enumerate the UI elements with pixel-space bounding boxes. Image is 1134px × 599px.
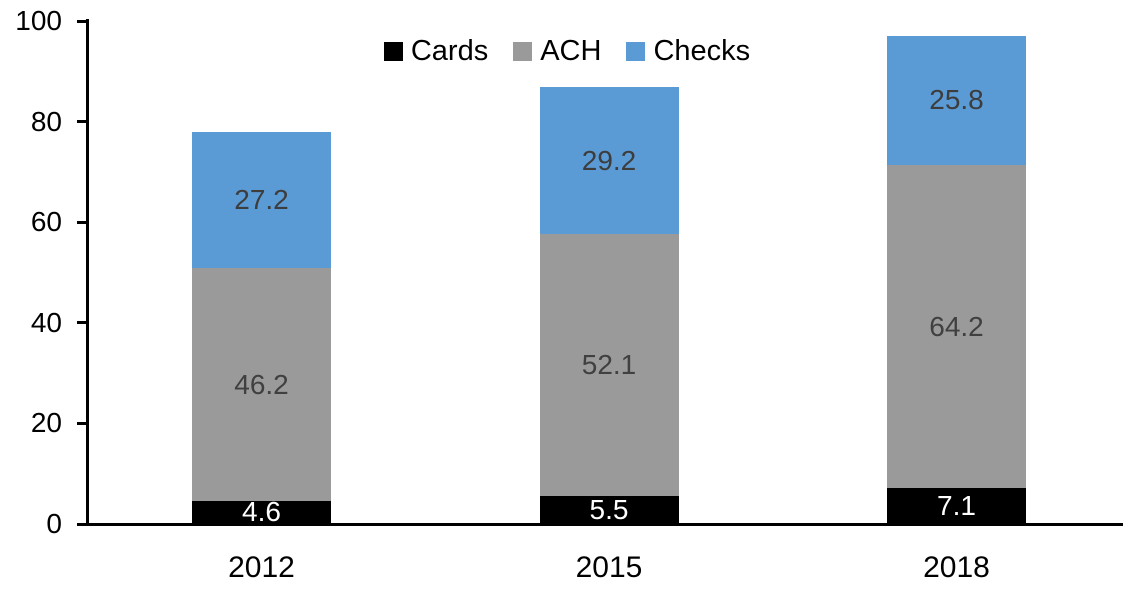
x-axis-label-2015: 2015 [575,551,643,584]
y-axis-line [86,19,89,526]
y-axis-tick-mark [77,421,89,425]
y-axis-tick-mark [77,522,89,526]
segment-value-label: 52.1 [581,349,637,381]
bar-segment-checks-2015: 29.2 [539,87,679,235]
y-axis-tick-mark [77,220,89,224]
x-axis-label-2012: 2012 [228,551,295,584]
y-axis-tick-mark [77,321,89,325]
legend-item-cards: Cards [383,35,489,67]
x-axis-label-2018: 2018 [923,551,990,584]
bar-segment-ach-2012: 46.2 [192,268,331,501]
segment-value-label: 29.2 [581,144,637,176]
cards-legend-swatch-icon [383,42,403,61]
legend-label-ach: ACH [540,35,602,67]
x-axis-line [86,522,1123,526]
legend-label-cards: Cards [410,35,489,67]
bar-segment-checks-2012: 27.2 [192,131,331,269]
segment-value-label: 46.2 [234,368,289,400]
y-axis-tick-label: 0 [46,508,62,539]
legend-label-checks: Checks [653,35,751,67]
segment-value-label: 64.2 [929,310,984,342]
bar-segment-ach-2018: 64.2 [887,165,1026,489]
legend-item-checks: Checks [626,37,750,66]
segment-value-label: 4.6 [242,496,281,528]
bar-segment-cards-2012: 4.6 [192,496,331,528]
y-axis-tick-label: 80 [30,105,62,137]
bar-segment-ach-2015: 52.1 [539,234,679,497]
y-axis-tick-label: 100 [15,5,62,36]
segment-value-label: 5.5 [589,494,629,526]
segment-value-label: 7.1 [937,490,976,522]
y-axis-tick-label: 20 [30,407,62,439]
y-axis-tick-mark [77,120,89,124]
bar-segment-cards-2018: 7.1 [887,488,1026,524]
y-axis-tick-label: 60 [30,206,62,238]
y-axis-tick-label: 40 [30,306,62,338]
bar-segment-cards-2015: 5.5 [539,494,679,526]
legend-item-ach: ACH [513,37,601,66]
ach-legend-swatch-icon [513,42,533,61]
bar-segment-checks-2018: 25.8 [887,35,1026,166]
checks-legend-swatch-icon [626,42,646,61]
y-axis-tick-mark [77,19,89,23]
segment-value-label: 27.2 [234,184,289,216]
chart-legend: Cards ACH Checks [0,37,1134,66]
segment-value-label: 25.8 [929,84,984,116]
